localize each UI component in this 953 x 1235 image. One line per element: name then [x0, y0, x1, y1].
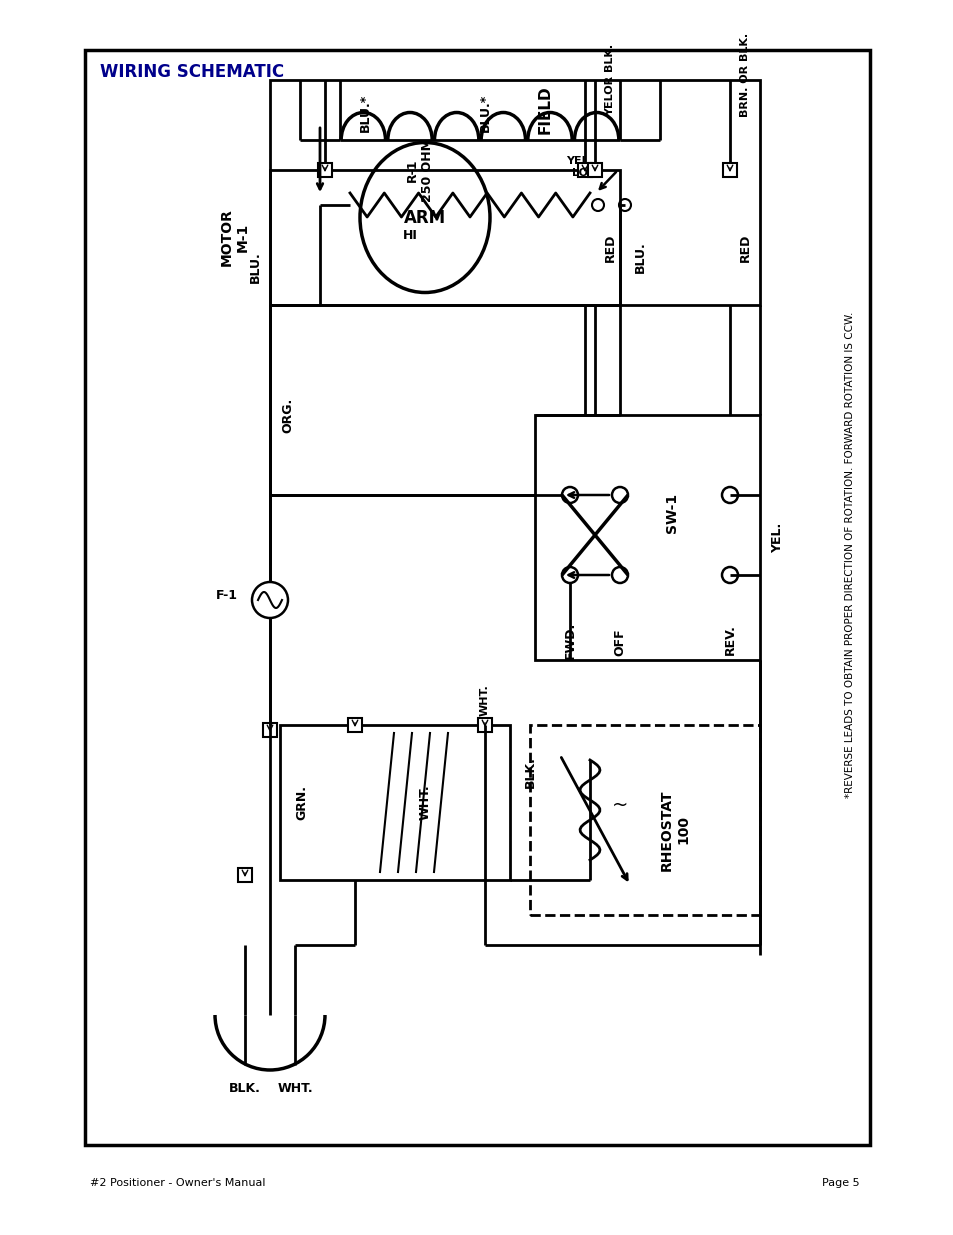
Bar [237, 868, 252, 882]
Text: ~: ~ [611, 795, 627, 815]
Bar [722, 163, 737, 177]
Text: YEL.: YEL. [771, 522, 783, 552]
Text: F-1: F-1 [215, 589, 237, 601]
Bar [348, 718, 361, 732]
Bar [477, 718, 492, 732]
Text: REV.: REV. [722, 625, 736, 656]
Text: FIELD: FIELD [537, 85, 552, 135]
Text: YEL.
LO: YEL. LO [566, 156, 593, 178]
Bar [85, 49, 869, 1145]
Bar [263, 722, 276, 737]
Bar [578, 163, 592, 177]
Text: RED: RED [603, 233, 616, 262]
Bar [587, 163, 601, 177]
Text: Page 5: Page 5 [821, 1178, 859, 1188]
Text: WHT.: WHT. [418, 784, 431, 820]
Text: *REVERSE LEADS TO OBTAIN PROPER DIRECTION OF ROTATION. FORWARD ROTATION IS CCW.: *REVERSE LEADS TO OBTAIN PROPER DIRECTIO… [844, 311, 854, 798]
Bar [535, 415, 760, 659]
Bar [270, 170, 619, 305]
Text: FWD.: FWD. [563, 621, 576, 658]
Text: WHT.: WHT. [479, 684, 490, 716]
Text: SW-1: SW-1 [665, 493, 679, 532]
Bar [530, 725, 760, 915]
Text: R-1
250 OHM: R-1 250 OHM [406, 138, 434, 203]
Text: #2 Positioner - Owner's Manual: #2 Positioner - Owner's Manual [90, 1178, 265, 1188]
Text: RHEOSTAT
100: RHEOSTAT 100 [659, 789, 689, 871]
Text: BLU.*: BLU.* [478, 94, 491, 132]
Text: GRN.: GRN. [295, 785, 308, 820]
Text: YELOR BLK.: YELOR BLK. [604, 44, 615, 116]
Text: ORG.: ORG. [281, 398, 294, 432]
Text: BLU.*: BLU.* [358, 94, 371, 132]
Bar [317, 163, 332, 177]
Text: BLU.: BLU. [248, 252, 261, 283]
Text: BLK.: BLK. [523, 757, 536, 788]
Text: RED: RED [738, 233, 751, 262]
Text: BLU.: BLU. [633, 242, 646, 273]
Bar [280, 725, 510, 881]
Bar [270, 80, 760, 305]
Text: OFF: OFF [613, 629, 626, 656]
Text: MOTOR
M-1: MOTOR M-1 [220, 209, 250, 267]
Text: BLK.: BLK. [229, 1082, 261, 1094]
Text: ARM: ARM [403, 209, 446, 226]
Text: WHT.: WHT. [277, 1082, 313, 1094]
Text: BRN. OR BLK.: BRN. OR BLK. [740, 33, 749, 117]
Text: HI: HI [402, 228, 417, 242]
Text: WIRING SCHEMATIC: WIRING SCHEMATIC [100, 63, 284, 82]
